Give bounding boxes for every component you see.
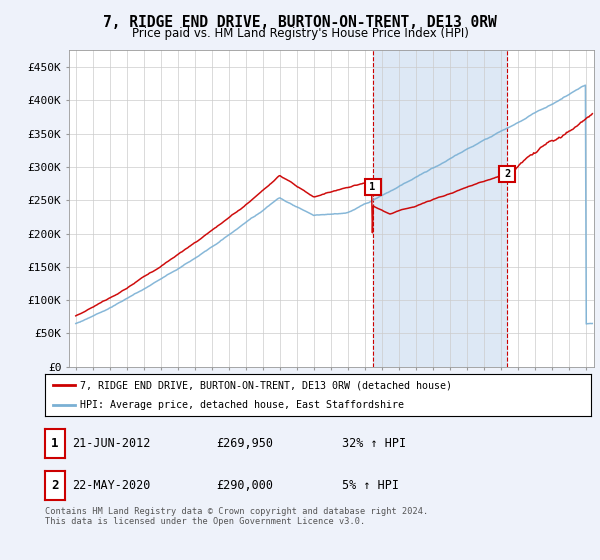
- Text: 2: 2: [51, 479, 59, 492]
- Text: 1: 1: [370, 182, 376, 192]
- Text: Price paid vs. HM Land Registry's House Price Index (HPI): Price paid vs. HM Land Registry's House …: [131, 27, 469, 40]
- Text: Contains HM Land Registry data © Crown copyright and database right 2024.
This d: Contains HM Land Registry data © Crown c…: [45, 507, 428, 526]
- Text: 1: 1: [51, 437, 59, 450]
- Text: £269,950: £269,950: [216, 437, 273, 450]
- Text: £290,000: £290,000: [216, 479, 273, 492]
- Text: 22-MAY-2020: 22-MAY-2020: [72, 479, 151, 492]
- Text: 2: 2: [504, 169, 511, 179]
- Text: 5% ↑ HPI: 5% ↑ HPI: [342, 479, 399, 492]
- Text: 21-JUN-2012: 21-JUN-2012: [72, 437, 151, 450]
- Text: HPI: Average price, detached house, East Staffordshire: HPI: Average price, detached house, East…: [80, 400, 404, 410]
- Text: 32% ↑ HPI: 32% ↑ HPI: [342, 437, 406, 450]
- Text: 7, RIDGE END DRIVE, BURTON-ON-TRENT, DE13 0RW: 7, RIDGE END DRIVE, BURTON-ON-TRENT, DE1…: [103, 15, 497, 30]
- Text: 7, RIDGE END DRIVE, BURTON-ON-TRENT, DE13 0RW (detached house): 7, RIDGE END DRIVE, BURTON-ON-TRENT, DE1…: [80, 380, 452, 390]
- Bar: [373, 50, 507, 367]
